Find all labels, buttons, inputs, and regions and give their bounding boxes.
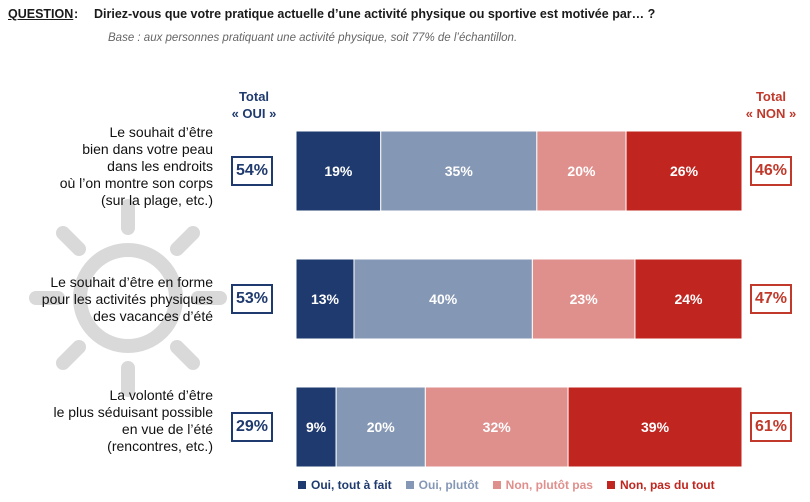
legend-swatch <box>606 481 615 489</box>
question-colon: : <box>74 7 79 21</box>
legend-item: Non, pas du tout <box>606 478 715 492</box>
bar-value-label: 19% <box>324 163 353 179</box>
row-label-line: le plus séduisant possible <box>53 404 213 420</box>
row-label-line: (rencontres, etc.) <box>107 438 213 454</box>
legend-label: Non, plutôt pas <box>505 478 593 492</box>
legend-item: Oui, plutôt <box>405 478 479 492</box>
row-label-line: (sur la plage, etc.) <box>100 192 213 208</box>
legend-item: Non, plutôt pas <box>492 478 593 492</box>
bar-segment <box>567 386 743 468</box>
legend-swatch <box>298 481 306 489</box>
row-label-line: pour les activités physiques <box>41 291 213 307</box>
bar-value-label: 13% <box>311 291 340 307</box>
bar-segment <box>625 130 743 212</box>
total-oui-value: 54% <box>231 156 273 186</box>
total-non-value: 47% <box>750 284 792 314</box>
legend: Oui, tout à fait Oui, plutôt Non, plutôt p… <box>298 478 715 492</box>
total-oui-header-line2: « OUI » <box>231 106 277 121</box>
bar-segment <box>531 258 636 340</box>
total-oui-value: 29% <box>231 412 273 442</box>
total-non-header: Total « NON » <box>726 88 810 122</box>
bar-value-label: 26% <box>670 163 699 179</box>
bar-value-label: 24% <box>674 291 703 307</box>
row-label-line: La volonté d’être <box>109 387 213 403</box>
legend-item: Oui, tout à fait <box>298 478 392 492</box>
row-label-line: des vacances d’été <box>93 308 213 324</box>
row-label-line: Le souhait d’être <box>109 124 213 140</box>
total-oui-value: 53% <box>231 284 273 314</box>
bar-segment <box>295 386 337 468</box>
bar-value-label: 35% <box>445 163 474 179</box>
total-non-value: 61% <box>750 412 792 442</box>
bar-segment <box>380 130 538 212</box>
row-label-line: en vue de l’été <box>121 421 213 437</box>
bar-segment <box>424 386 569 468</box>
total-non-value: 46% <box>750 156 792 186</box>
bar-value-label: 20% <box>567 163 596 179</box>
bar-value-label: 20% <box>367 419 396 435</box>
bar-value-label: 40% <box>429 291 458 307</box>
row-label-line: Le souhait d’être en forme <box>50 274 213 290</box>
total-non-header-line2: « NON » <box>745 106 797 121</box>
bar-segment <box>295 258 355 340</box>
total-oui-header-line1: Total <box>238 89 270 104</box>
question-label: QUESTION <box>8 7 74 21</box>
question-text: Diriez-vous que votre pratique actuelle … <box>94 7 656 21</box>
bar-segment <box>335 386 426 468</box>
legend-label: Oui, tout à fait <box>311 478 392 492</box>
bar-value-label: 9% <box>306 419 327 435</box>
bar-value-label: 32% <box>483 419 512 435</box>
sun-icon <box>29 199 227 397</box>
row-label-line: dans les endroits <box>107 158 213 174</box>
bar-value-label: 39% <box>641 419 670 435</box>
total-non-header-line1: Total <box>755 89 787 104</box>
row-label-2: La volonté d’être le plus séduisant poss… <box>0 387 213 455</box>
base-note: Base : aux personnes pratiquant une acti… <box>108 32 518 44</box>
bar-segment <box>634 258 743 340</box>
row-label-1: Le souhait d’être en forme pour les acti… <box>0 274 213 325</box>
bar-segment <box>353 258 533 340</box>
row-label-0: Le souhait d’être bien dans votre peau d… <box>0 124 213 209</box>
row-label-line: bien dans votre peau <box>82 141 213 157</box>
bar-segment <box>536 130 627 212</box>
total-oui-header: Total « OUI » <box>209 88 299 122</box>
legend-label: Non, pas du tout <box>619 478 715 492</box>
row-label-line: où l’on montre son corps <box>59 175 213 191</box>
legend-swatch <box>492 481 501 489</box>
bar-value-label: 23% <box>570 291 599 307</box>
legend-swatch <box>405 481 414 489</box>
legend-label: Oui, plutôt <box>418 478 479 492</box>
